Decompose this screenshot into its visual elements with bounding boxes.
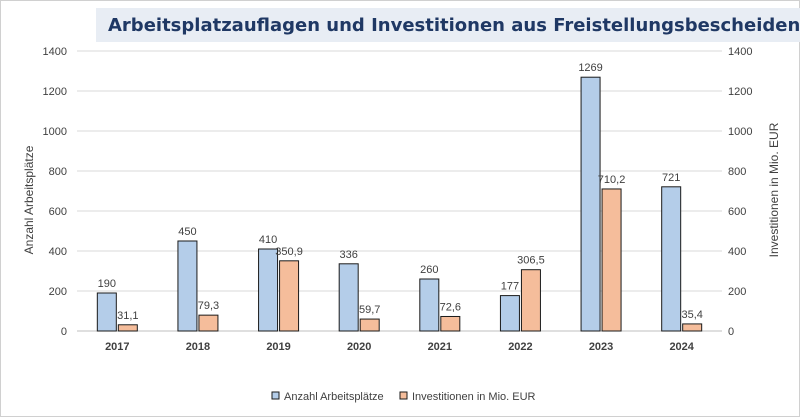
data-label-investitionen: 306,5 xyxy=(517,255,545,267)
y-tick-right: 400 xyxy=(728,246,746,258)
y-tick-left: 200 xyxy=(49,286,67,298)
y-tick-left: 600 xyxy=(49,206,67,218)
y-tick-right: 1200 xyxy=(728,86,752,98)
y-axis-right-title: Investitionen in Mio. EUR xyxy=(767,122,781,257)
chart-title-box: Arbeitsplatzauflagen und Investitionen a… xyxy=(96,8,800,42)
data-label-arbeitsplaetze: 1269 xyxy=(578,62,602,74)
y-tick-left: 1000 xyxy=(43,126,67,138)
bar-investitionen xyxy=(198,314,219,332)
bar-arbeitsplaetze xyxy=(177,240,198,332)
x-tick-label: 2017 xyxy=(105,341,129,353)
data-label-investitionen: 350,9 xyxy=(275,246,303,258)
y-tick-left: 1200 xyxy=(43,86,67,98)
legend: Anzahl Arbeitsplätze Investitionen in Mio… xyxy=(271,391,536,403)
data-label-arbeitsplaetze: 450 xyxy=(178,226,196,238)
legend-label-investitionen: Investitionen in Mio. EUR xyxy=(412,391,536,403)
bar-investitionen xyxy=(601,188,622,332)
x-tick-label: 2023 xyxy=(589,341,613,353)
bar-arbeitsplaetze xyxy=(338,263,359,332)
bar-investitionen xyxy=(279,260,300,332)
y-tick-right: 200 xyxy=(728,286,746,298)
data-label-investitionen: 710,2 xyxy=(598,174,626,186)
y-axis-left-title: Anzahl Arbeitsplätze xyxy=(22,145,36,254)
data-label-investitionen: 59,7 xyxy=(359,304,380,316)
data-label-investitionen: 79,3 xyxy=(198,300,219,312)
y-axis-left: 0 200 400 600 800 1000 1200 1400 xyxy=(43,46,67,338)
data-label-arbeitsplaetze: 721 xyxy=(662,172,680,184)
data-label-arbeitsplaetze: 410 xyxy=(259,234,277,246)
x-tick-label: 2022 xyxy=(508,341,532,353)
bar-investitionen xyxy=(359,318,380,332)
x-axis: 2017 2018 2019 2020 2021 2022 2023 2024 xyxy=(105,341,695,353)
bar-arbeitsplaetze xyxy=(580,76,601,332)
bar-investitionen xyxy=(682,323,703,332)
data-label-arbeitsplaetze: 336 xyxy=(340,249,358,261)
data-label-arbeitsplaetze: 190 xyxy=(98,278,116,290)
bar-investitionen xyxy=(440,315,461,332)
chart-title: Arbeitsplatzauflagen und Investitionen a… xyxy=(108,14,800,36)
bar-arbeitsplaetze xyxy=(661,186,682,332)
bar-investitionen xyxy=(117,324,138,332)
legend-label-arbeitsplaetze: Anzahl Arbeitsplätze xyxy=(284,391,384,403)
x-tick-label: 2024 xyxy=(669,341,694,353)
bar-investitionen xyxy=(520,269,541,332)
bar-arbeitsplaetze xyxy=(96,292,117,332)
y-tick-left: 1400 xyxy=(43,46,67,58)
x-tick-label: 2018 xyxy=(186,341,210,353)
x-tick-label: 2019 xyxy=(266,341,290,353)
data-label-investitionen: 35,4 xyxy=(681,309,702,321)
bar-arbeitsplaetze xyxy=(499,295,520,332)
y-axis-right: 0 200 400 600 800 1000 1200 1400 xyxy=(728,46,752,338)
y-tick-right: 1000 xyxy=(728,126,752,138)
grid-lines xyxy=(77,50,722,332)
bar-arbeitsplaetze xyxy=(258,248,279,332)
x-tick-label: 2021 xyxy=(428,341,452,353)
legend-swatch-arbeitsplaetze xyxy=(271,391,280,400)
legend-swatch-investitionen xyxy=(399,391,408,400)
data-label-arbeitsplaetze: 260 xyxy=(420,264,438,276)
y-tick-left: 800 xyxy=(49,166,67,178)
y-tick-right: 0 xyxy=(728,326,734,338)
y-tick-right: 600 xyxy=(728,206,746,218)
y-tick-left: 400 xyxy=(49,246,67,258)
data-label-investitionen: 72,6 xyxy=(440,301,461,313)
y-tick-right: 800 xyxy=(728,166,746,178)
x-tick-label: 2020 xyxy=(347,341,371,353)
bars xyxy=(96,76,703,332)
y-tick-left: 0 xyxy=(61,326,67,338)
data-label-investitionen: 31,1 xyxy=(117,310,138,322)
bar-arbeitsplaetze xyxy=(419,278,440,332)
data-label-arbeitsplaetze: 177 xyxy=(501,281,519,293)
y-tick-right: 1400 xyxy=(728,46,752,58)
